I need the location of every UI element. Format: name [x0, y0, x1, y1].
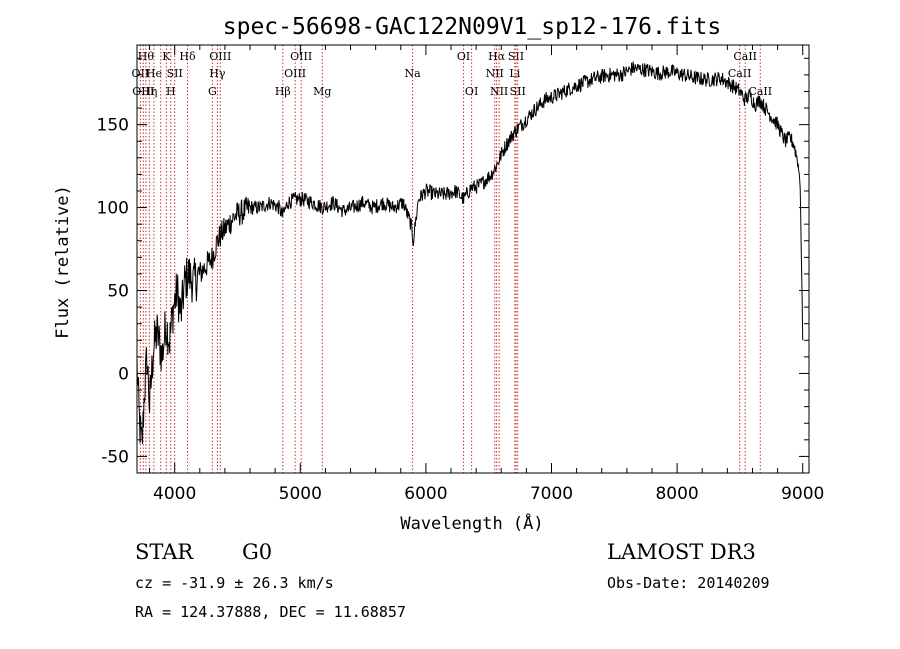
line-marker-label: SII — [510, 85, 526, 98]
line-marker-label: OIII — [209, 50, 231, 63]
x-tick-label: 6000 — [404, 484, 447, 504]
line-marker-label: Hη — [141, 85, 157, 98]
line-marker-label: OIII — [290, 50, 312, 63]
survey-name: LAMOST DR3 — [607, 540, 756, 564]
line-marker-label: OII — [132, 67, 150, 80]
line-marker-label: Li — [509, 67, 520, 80]
y-tick-label: -50 — [101, 447, 129, 467]
line-marker-label: CaII — [733, 50, 757, 63]
flux-series-line — [136, 61, 804, 445]
line-marker-label: Hθ — [138, 50, 155, 63]
line-marker-label: CaII — [748, 85, 772, 98]
line-marker-label: Hγ — [209, 67, 226, 80]
line-marker-label: SII — [508, 50, 524, 63]
x-tick-label: 5000 — [279, 484, 322, 504]
series-group — [136, 61, 804, 445]
line-marker-label: CaII — [728, 67, 752, 80]
line-marker-label: Hβ — [275, 85, 291, 98]
y-axis-label: Flux (relative) — [53, 185, 73, 339]
redshift-cz: cz = -31.9 ± 26.3 km/s — [135, 574, 334, 592]
y-tick-label: 150 — [97, 116, 129, 136]
line-marker-label: K — [162, 50, 171, 63]
line-marker-label: Hα — [488, 50, 506, 63]
axis-ticks: 4000 5000 6000 7000 8000 9000 -50 0 50 100 150 — [97, 45, 824, 504]
y-tick-label: 100 — [97, 199, 129, 219]
x-tick-label: 7000 — [530, 484, 573, 504]
line-marker-label: Mg — [313, 85, 331, 98]
observation-date: Obs-Date: 20140209 — [607, 574, 770, 592]
line-marker-label: NII — [490, 85, 508, 98]
line-marker-label: G — [208, 85, 217, 98]
line-marker-label: Hδ — [179, 50, 196, 63]
x-tick-label: 4000 — [153, 484, 196, 504]
plot-frame — [136, 44, 810, 474]
y-tick-label: 0 — [118, 364, 129, 384]
x-axis-label: Wavelength (Å) — [400, 512, 543, 534]
y-tick-label: 50 — [107, 282, 129, 302]
object-class: STAR — [135, 540, 194, 564]
line-marker-label: OI — [465, 85, 478, 98]
object-subclass: G0 — [242, 540, 273, 564]
chart-title: spec-56698-GAC122N09V1_sp12-176.fits — [223, 14, 722, 40]
line-marker-label: OIII — [284, 67, 306, 80]
line-marker-label: SII — [167, 67, 183, 80]
line-marker-label: OIII — [132, 85, 154, 98]
line-marker-label: OI — [457, 50, 470, 63]
line-marker-label: Na — [404, 67, 421, 80]
line-marker-label: He — [146, 67, 162, 80]
sky-coordinates: RA = 124.37888, DEC = 11.68857 — [135, 603, 406, 621]
x-tick-label: 9000 — [781, 484, 824, 504]
line-marker-label: H — [166, 85, 176, 98]
line-marker-label: NII — [486, 67, 504, 80]
x-tick-label: 8000 — [655, 484, 698, 504]
emission-line-markers: OII OIII Hθ Hη HeK H SII Hδ G Hγ OIII Hβ OIII OIII Mg N… — [132, 45, 772, 473]
